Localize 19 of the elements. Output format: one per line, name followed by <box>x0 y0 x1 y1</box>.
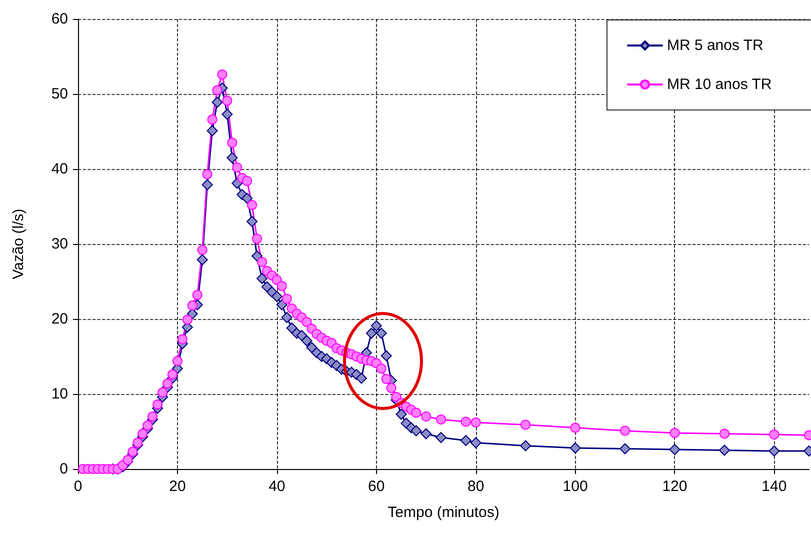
x-tick-label: 100 <box>562 478 588 495</box>
y-tick-label: 10 <box>51 386 68 402</box>
y-tick-label: 60 <box>51 10 68 28</box>
y-tick-label: 20 <box>51 310 68 328</box>
x-tick-label: 20 <box>169 478 186 495</box>
x-tick-label: 0 <box>74 478 82 495</box>
legend-label: MR 10 anos TR <box>666 76 772 93</box>
y-tick-label: 0 <box>60 460 68 478</box>
legend-label: MR 5 anos TR <box>666 37 764 54</box>
y-tick-label: 30 <box>51 236 68 252</box>
x-axis-title: Tempo (minutos) <box>388 504 500 521</box>
x-tick-label: 140 <box>762 478 787 495</box>
x-tick-label: 120 <box>662 478 688 495</box>
y-axis-title: Vazão (l/s) <box>10 208 27 280</box>
x-tick-label: 40 <box>268 478 286 495</box>
y-tick-label: 40 <box>51 160 68 178</box>
y-tick-label: 50 <box>51 86 68 102</box>
x-tick-label: 60 <box>368 478 385 495</box>
x-tick-label: 80 <box>467 478 484 495</box>
